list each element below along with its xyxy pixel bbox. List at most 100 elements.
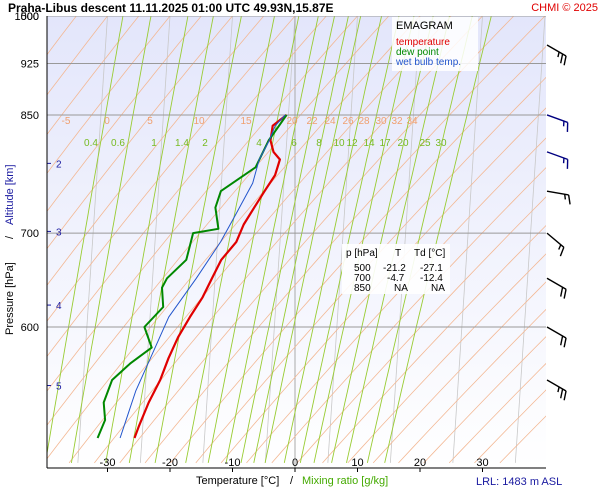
pressure-tick-label: 925 — [21, 58, 39, 70]
mixing-ratio-line — [105, 16, 189, 463]
dry-adiabat-label: 28 — [358, 116, 370, 127]
wind-barb-feather — [567, 194, 571, 205]
plot-background — [47, 16, 546, 468]
dry-adiabat — [47, 16, 327, 358]
x-label-mixing: Mixing ratio [g/kg] — [302, 475, 388, 487]
dry-adiabat-label: 10 — [193, 116, 205, 127]
mixing-ratio-label: 30 — [435, 138, 447, 149]
dry-adiabat — [423, 336, 546, 464]
temperature-tick-label: 20 — [414, 457, 426, 469]
x-label-sep: / — [290, 475, 294, 487]
mixing-ratio-line — [384, 16, 492, 464]
wind-barb-half-feather — [564, 194, 567, 200]
dry-adiabat-label: 22 — [306, 116, 318, 127]
pressure-tick-label: 1000 — [15, 11, 39, 23]
isotherm — [578, 0, 600, 463]
wind-barb-feather — [563, 390, 567, 401]
table-header-td: Td [°C] — [414, 248, 445, 259]
dry-adiabat — [296, 196, 546, 464]
profile-wet-bulb-temp — [119, 114, 286, 439]
wind-barb-feather — [560, 388, 564, 399]
table-header-p: p [hPa] — [346, 248, 378, 259]
dry-adiabat — [47, 16, 390, 426]
table-cell: NA — [431, 283, 445, 294]
dry-adiabat-label: 32 — [391, 116, 403, 127]
wind-barb-half-feather — [557, 386, 560, 393]
temperature-tick-label: -30 — [100, 457, 116, 469]
dry-adiabat — [144, 16, 546, 464]
mixing-ratio-line — [253, 16, 349, 463]
dry-adiabat — [119, 16, 515, 464]
profile-lines — [96, 114, 288, 439]
dry-adiabat — [246, 137, 546, 464]
dry-adiabat — [47, 16, 77, 56]
mixing-ratio-line — [154, 16, 242, 463]
mixing-ratio-line — [240, 16, 335, 463]
copyright: CHMI © 2025 — [531, 2, 598, 14]
pressure-tick-label: 850 — [21, 110, 39, 122]
wind-barb-feather — [560, 335, 564, 346]
temperature-tick-label: 30 — [476, 457, 488, 469]
mixing-ratio-label: 25 — [419, 138, 431, 149]
mixing-ratio-line — [207, 16, 300, 463]
mixing-ratio-line — [225, 16, 319, 463]
legend-wetbulb: wet bulb temp. — [395, 57, 461, 68]
dry-adiabat — [47, 16, 359, 392]
table-cell: -27.1 — [420, 263, 443, 274]
mixing-ratio-line — [264, 16, 362, 463]
legend-title: EMAGRAM — [396, 20, 453, 32]
legend-dewpoint: dew point — [396, 47, 439, 58]
mixing-ratio-label: 2 — [202, 138, 208, 149]
mixing-ratio-label: 1.4 — [175, 138, 189, 149]
dry-adiabat — [47, 16, 296, 322]
mixing-ratio-label: 0.4 — [84, 138, 98, 149]
dry-adiabat — [347, 253, 546, 464]
table-cell: 700 — [354, 273, 371, 284]
mixing-ratio-label: 1 — [151, 138, 157, 149]
mixing-ratio-label: 6 — [291, 138, 297, 149]
temperature-tick-label: 10 — [351, 457, 363, 469]
mixing-ratio-label: 20 — [397, 138, 409, 149]
mixing-ratio-line — [70, 16, 152, 463]
dry-adiabat — [322, 225, 546, 464]
table-cell: NA — [394, 283, 408, 294]
mixing-ratio-label: 10 — [333, 138, 345, 149]
dry-adiabat — [220, 107, 546, 464]
profile-dew-point — [96, 114, 288, 439]
dry-adiabat-label: 26 — [342, 116, 354, 127]
dry-adiabat — [195, 76, 546, 464]
profile-temperature — [133, 114, 288, 439]
x-label-temperature: Temperature [°C] — [196, 475, 279, 487]
dry-adiabat-label: 5 — [147, 116, 153, 127]
legend: EMAGRAM temperature dew point wet bulb t… — [392, 17, 478, 71]
wind-barb-feather — [563, 289, 567, 299]
wind-barb-half-feather — [557, 51, 560, 58]
y-label-altitude: Altitude [km] — [4, 164, 16, 225]
table-header-t: T — [395, 248, 401, 259]
wind-barbs — [546, 44, 571, 401]
dry-adiabat — [372, 281, 546, 464]
mixing-ratio-label: 4 — [256, 138, 262, 149]
mixing-ratio-label: 12 — [346, 138, 358, 149]
table-cell: 500 — [354, 263, 371, 274]
y-axis-title: Pressure [hPa] / Altitude [km] — [4, 164, 16, 335]
dry-adiabat-label: -5 — [62, 116, 71, 127]
altitude-tick-label: 4 — [56, 301, 62, 312]
lrl-label: LRL: 1483 m ASL — [476, 476, 562, 488]
altitude-tick-label: 5 — [56, 382, 62, 393]
mixing-ratio-line — [128, 16, 214, 463]
pressure-tick-label: 700 — [21, 228, 39, 240]
dry-adiabat-label: 0 — [104, 116, 110, 127]
dry-adiabat — [47, 16, 265, 286]
wind-barb-feather — [559, 247, 565, 257]
wind-barb-feather — [563, 55, 567, 66]
temperature-tick-label: 0 — [292, 457, 298, 469]
table-cell: -21.2 — [383, 263, 406, 274]
dry-adiabat-label: 20 — [286, 116, 298, 127]
wind-barb-feather — [560, 53, 564, 64]
temperature-tick-label: -20 — [162, 457, 178, 469]
dry-adiabat-label: 24 — [324, 116, 336, 127]
dry-adiabat — [0, 0, 4, 463]
mixing-ratio-label: 0.6 — [111, 138, 125, 149]
